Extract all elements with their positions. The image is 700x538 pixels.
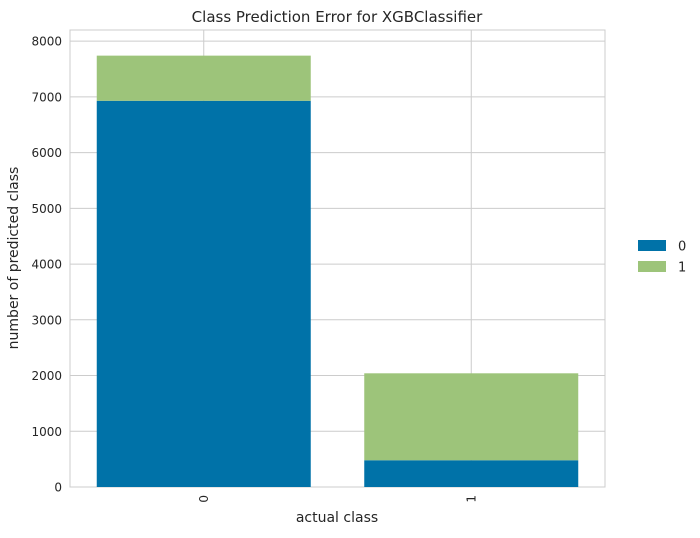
- y-tick-label: 7000: [31, 90, 62, 104]
- bar-segment: [364, 373, 579, 461]
- legend: 01: [638, 240, 686, 276]
- x-tick-label: 1: [464, 495, 478, 503]
- y-tick-labels: 0 1000 2000 3000 4000 5000 6000 7000 8000: [31, 35, 62, 495]
- x-tick-label: 0: [197, 495, 211, 503]
- bar-segment: [96, 55, 311, 101]
- bar-segment: [364, 460, 579, 487]
- y-tick-label: 8000: [31, 35, 62, 49]
- bar-segment: [96, 100, 311, 487]
- legend-label: 0: [678, 240, 686, 255]
- y-axis-label: number of predicted class: [6, 167, 22, 350]
- x-axis-label: actual class: [296, 510, 378, 526]
- y-tick-label: 1000: [31, 425, 62, 439]
- legend-swatch: [638, 261, 666, 272]
- bars: [96, 55, 579, 487]
- legend-label: 1: [678, 261, 686, 276]
- y-tick-label: 2000: [31, 369, 62, 383]
- y-tick-label: 5000: [31, 202, 62, 216]
- y-tick-label: 4000: [31, 258, 62, 272]
- legend-swatch: [638, 240, 666, 251]
- chart-title: Class Prediction Error for XGBClassifier: [192, 8, 483, 26]
- y-tick-label: 6000: [31, 146, 62, 160]
- y-tick-label: 3000: [31, 313, 62, 327]
- y-tick-label: 0: [54, 481, 62, 495]
